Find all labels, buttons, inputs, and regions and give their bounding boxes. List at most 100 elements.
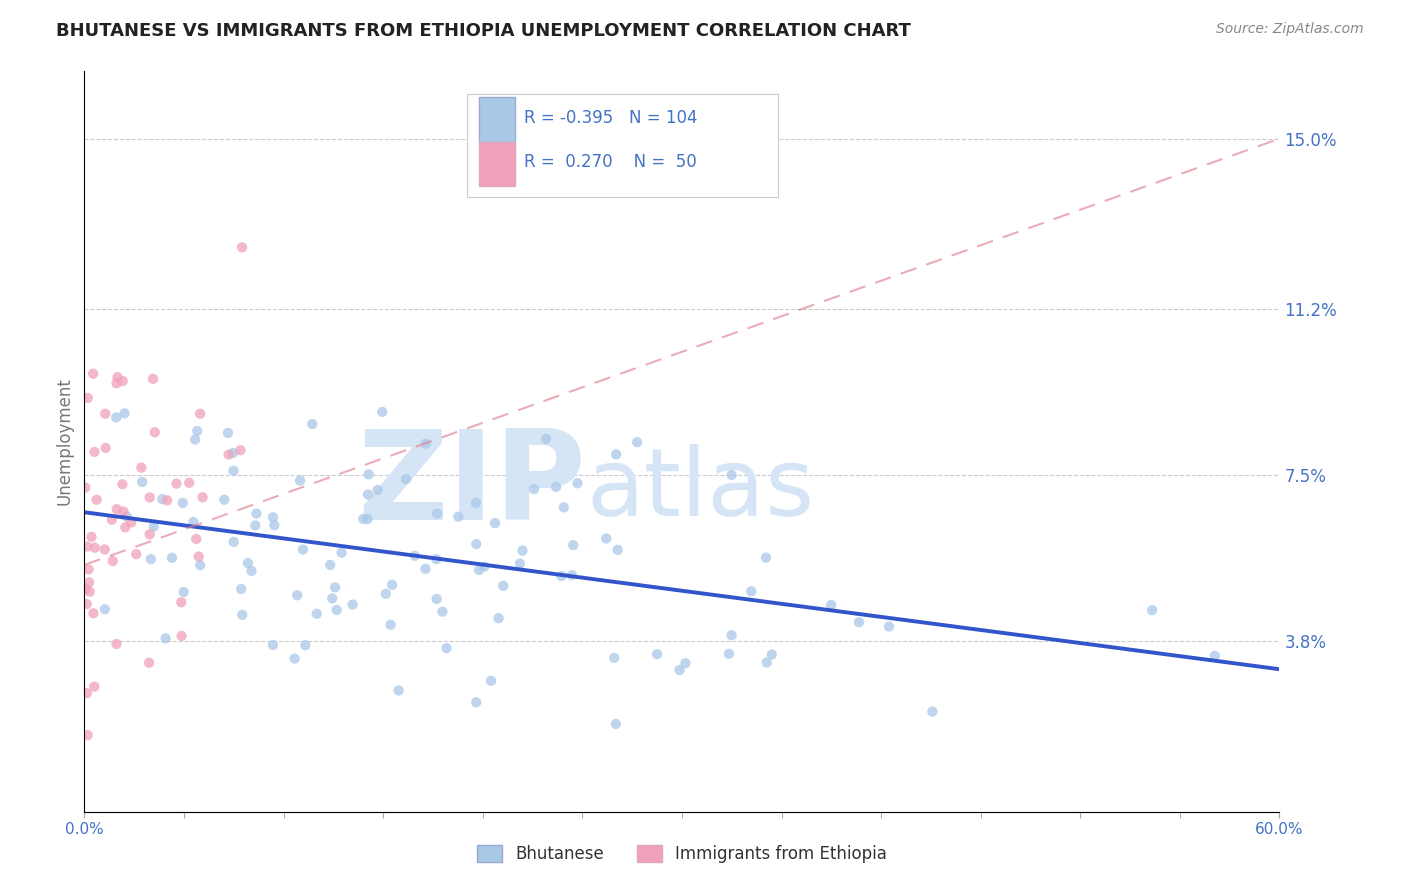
Point xyxy=(472,559,495,574)
Point xyxy=(172,496,194,510)
Point xyxy=(120,516,142,530)
Point xyxy=(94,407,117,421)
Y-axis label: Unemployment: Unemployment xyxy=(55,377,73,506)
Point xyxy=(131,460,153,475)
Point xyxy=(170,629,193,643)
Point xyxy=(83,680,105,694)
Point xyxy=(820,598,842,612)
Point xyxy=(605,717,627,731)
Point xyxy=(606,542,628,557)
Point xyxy=(645,647,668,661)
Point xyxy=(432,605,454,619)
Point xyxy=(142,519,165,533)
Point xyxy=(173,585,195,599)
Point xyxy=(761,648,783,662)
Point xyxy=(553,500,575,515)
Point xyxy=(921,705,943,719)
Point xyxy=(105,502,128,516)
Point xyxy=(1204,648,1226,663)
Point xyxy=(415,562,437,576)
Point xyxy=(755,656,778,670)
Point xyxy=(86,492,108,507)
Point xyxy=(218,448,240,462)
Point xyxy=(156,493,179,508)
Point xyxy=(80,530,103,544)
Point xyxy=(550,569,572,583)
Point xyxy=(367,483,389,497)
Point xyxy=(214,492,236,507)
Point xyxy=(179,475,201,490)
Point xyxy=(567,476,589,491)
Point xyxy=(492,579,515,593)
Point xyxy=(107,370,129,384)
Point xyxy=(603,650,626,665)
Point xyxy=(534,432,557,446)
Point xyxy=(426,591,449,606)
Point xyxy=(465,695,488,709)
Point xyxy=(292,542,315,557)
Point xyxy=(114,520,136,534)
Point xyxy=(342,598,364,612)
Point xyxy=(105,376,128,391)
Point xyxy=(720,468,742,483)
Point xyxy=(523,482,546,496)
Point xyxy=(294,638,316,652)
Point xyxy=(284,651,307,665)
Point xyxy=(388,683,411,698)
Point xyxy=(262,638,284,652)
Point xyxy=(404,549,426,563)
Point xyxy=(76,686,98,700)
Point xyxy=(381,578,404,592)
Point xyxy=(464,496,486,510)
Point xyxy=(562,538,585,552)
Point xyxy=(186,424,208,438)
Point xyxy=(321,591,343,606)
Point xyxy=(105,410,128,425)
Point xyxy=(325,603,347,617)
FancyBboxPatch shape xyxy=(467,94,778,197)
Point xyxy=(245,518,267,533)
Bar xyxy=(479,97,515,142)
Point xyxy=(187,549,209,564)
Point xyxy=(263,518,285,533)
Point xyxy=(305,607,328,621)
Point xyxy=(125,547,148,561)
Point xyxy=(101,513,124,527)
Point xyxy=(245,507,267,521)
Point xyxy=(848,615,870,630)
Point xyxy=(229,443,252,458)
Point xyxy=(138,527,160,541)
Text: R = -0.395   N = 104: R = -0.395 N = 104 xyxy=(524,109,697,127)
Point xyxy=(323,580,346,594)
Point xyxy=(605,447,627,461)
Point xyxy=(160,550,183,565)
Point xyxy=(330,546,353,560)
Point xyxy=(150,492,173,507)
Point xyxy=(717,647,740,661)
Point xyxy=(170,595,193,609)
Text: atlas: atlas xyxy=(586,443,814,536)
Point xyxy=(76,540,98,554)
Point xyxy=(231,240,253,254)
Text: ZIP: ZIP xyxy=(357,425,586,547)
Point xyxy=(94,602,117,616)
Point xyxy=(357,487,380,501)
Point xyxy=(720,628,742,642)
Point xyxy=(155,632,177,646)
Point xyxy=(139,552,162,566)
Point xyxy=(668,663,690,677)
Point xyxy=(447,509,470,524)
Point xyxy=(142,372,165,386)
Point xyxy=(184,433,207,447)
Point xyxy=(877,619,900,633)
Point xyxy=(288,474,311,488)
Point xyxy=(131,475,153,489)
Point xyxy=(240,564,263,578)
Point xyxy=(352,512,374,526)
Point xyxy=(112,504,135,518)
Point xyxy=(436,641,458,656)
Point xyxy=(222,464,245,478)
Point xyxy=(544,480,567,494)
Point xyxy=(319,558,342,572)
Point xyxy=(231,607,253,622)
